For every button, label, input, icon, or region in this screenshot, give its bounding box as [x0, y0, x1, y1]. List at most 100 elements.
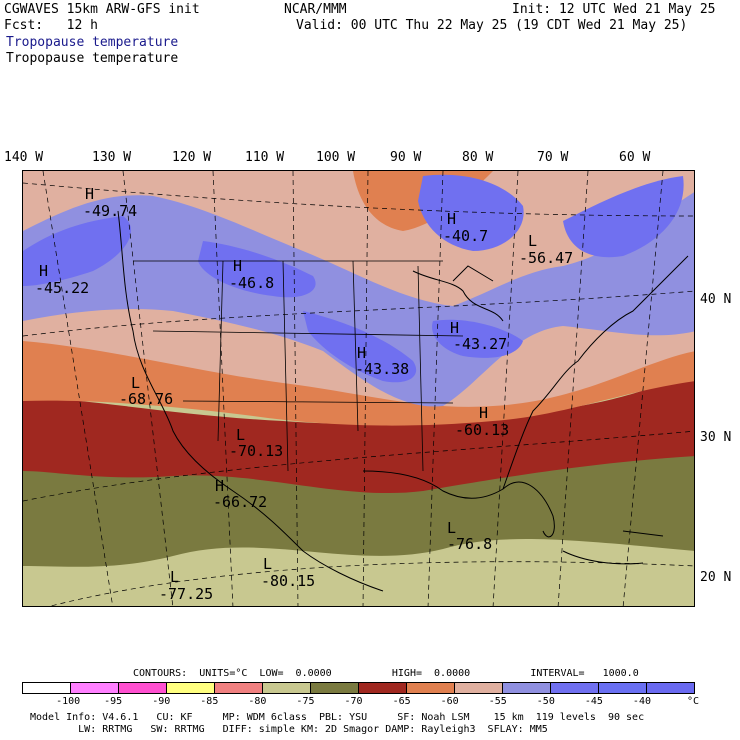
center-value: -40.7: [443, 227, 488, 245]
colorbar-segment: [359, 683, 407, 693]
center-value: -56.47: [519, 249, 573, 267]
colorbar-segment: [311, 683, 359, 693]
model-title: CGWAVES 15km ARW-GFS init: [4, 2, 200, 17]
band-minus-65: [23, 376, 694, 493]
center-letter: H: [450, 319, 459, 337]
colorbar-segment: [599, 683, 647, 693]
colorbar-label: -45: [584, 696, 603, 707]
colorbar-label: -80: [248, 696, 267, 707]
meridian-line: [622, 171, 664, 606]
init-time: Init: 12 UTC Wed 21 May 25: [512, 2, 716, 17]
meridian-line: [42, 171, 114, 606]
model-info-line2: LW: RRTMG SW: RRTMG DIFF: simple KM: 2D …: [30, 724, 548, 735]
center-value: -46.8: [229, 274, 274, 292]
lat-label: 40 N: [700, 292, 732, 307]
blue-region-midwest: [303, 311, 417, 383]
center-letter: H: [85, 185, 94, 203]
meridian-line: [212, 171, 234, 606]
colorbar-segment: [119, 683, 167, 693]
center-letter: H: [233, 257, 242, 275]
center-letter: L: [236, 426, 245, 444]
blue-region-northeast: [563, 176, 684, 258]
model-info-line1: Model Info: V4.6.1 CU: KF MP: WDM 6class…: [30, 712, 645, 723]
colorbar-segment: [407, 683, 455, 693]
colorbar-label: -95: [104, 696, 123, 707]
colorbar-segment: [455, 683, 503, 693]
center-value: -80.15: [261, 572, 315, 590]
colorbar-segment: [503, 683, 551, 693]
center-letter: H: [479, 404, 488, 422]
lon-label: 110 W: [245, 150, 285, 165]
center-value: -49.74: [83, 202, 137, 220]
lat-label: 30 N: [700, 430, 732, 445]
center-value: -60.13: [455, 421, 509, 439]
colorbar-segment: [71, 683, 119, 693]
center-value: -68.76: [119, 390, 173, 408]
map-canvas: H -49.74 H -45.22 H -46.8 H -40.7 L -56.…: [23, 171, 694, 606]
field-name-fill: Tropopause temperature: [6, 35, 179, 50]
colorbar-label: -100: [56, 696, 81, 707]
center-value: -76.8: [447, 535, 492, 553]
colorbar-segment: [23, 683, 71, 693]
center-value: -45.22: [35, 279, 89, 297]
parallel-line: [49, 561, 694, 606]
colorbar-label: -50: [536, 696, 555, 707]
center-letter: H: [447, 210, 456, 228]
colorbar-segment: [551, 683, 599, 693]
center-letter: H: [215, 477, 224, 495]
lon-label: 120 W: [172, 150, 212, 165]
coastline-west: [117, 210, 384, 592]
meridian-line: [427, 171, 444, 606]
parallel-line: [23, 182, 694, 217]
blue-region-ohio: [432, 319, 523, 358]
coastline-gulf: [362, 470, 555, 538]
blue-region-plains: [198, 241, 316, 298]
center-letter: H: [357, 344, 366, 362]
contours-info: CONTOURS: UNITS=°C LOW= 0.0000 HIGH= 0.0…: [133, 668, 639, 679]
meridian-line: [492, 171, 519, 606]
valid-time: Valid: 00 UTC Thu 22 May 25 (19 CDT Wed …: [296, 18, 688, 33]
colorbar-label: -60: [440, 696, 459, 707]
lon-label: 100 W: [316, 150, 356, 165]
center-letter: L: [528, 232, 537, 250]
colorbar-label: -40: [632, 696, 651, 707]
band-minus-50: [23, 192, 694, 407]
colorbar-segment: [167, 683, 215, 693]
blue-region-west: [23, 216, 132, 286]
lon-label: 90 W: [390, 150, 422, 165]
colorbar-label: -75: [296, 696, 315, 707]
parallel-line: [23, 430, 694, 502]
colorbar-segment: [215, 683, 263, 693]
lon-label: 130 W: [92, 150, 132, 165]
graticule: [23, 171, 694, 606]
map-panel[interactable]: H -49.74 H -45.22 H -46.8 H -40.7 L -56.…: [22, 170, 695, 607]
meridian-line: [292, 171, 299, 606]
center-letter: L: [131, 374, 140, 392]
blue-region-greatlakes: [418, 174, 524, 251]
center-value: -77.25: [159, 585, 213, 603]
colorbar-label: -85: [200, 696, 219, 707]
center-value: -43.27: [453, 335, 507, 353]
band-minus-60: [23, 336, 694, 426]
band-minus-75: [23, 451, 694, 567]
field-name-contour: Tropopause temperature: [6, 51, 179, 66]
colorbar-segment: [263, 683, 311, 693]
colorbar-label: -70: [344, 696, 363, 707]
lon-label: 140 W: [4, 150, 44, 165]
pressure-centers: H -49.74 H -45.22 H -46.8 H -40.7 L -56.…: [35, 185, 573, 603]
colorbar-label: °C: [687, 696, 700, 707]
center-letter: H: [39, 262, 48, 280]
center-letter: L: [447, 519, 456, 537]
center-label: NCAR/MMM: [284, 2, 347, 17]
lon-label: 80 W: [462, 150, 494, 165]
meridian-line: [122, 171, 174, 606]
meridian-line: [557, 171, 589, 606]
center-value: -43.38: [355, 360, 409, 378]
lon-label: 60 W: [619, 150, 651, 165]
center-value: -70.13: [229, 442, 283, 460]
center-value: -66.72: [213, 493, 267, 511]
lat-label: 20 N: [700, 570, 732, 585]
lon-label: 70 W: [537, 150, 569, 165]
parallel-line: [23, 290, 694, 337]
